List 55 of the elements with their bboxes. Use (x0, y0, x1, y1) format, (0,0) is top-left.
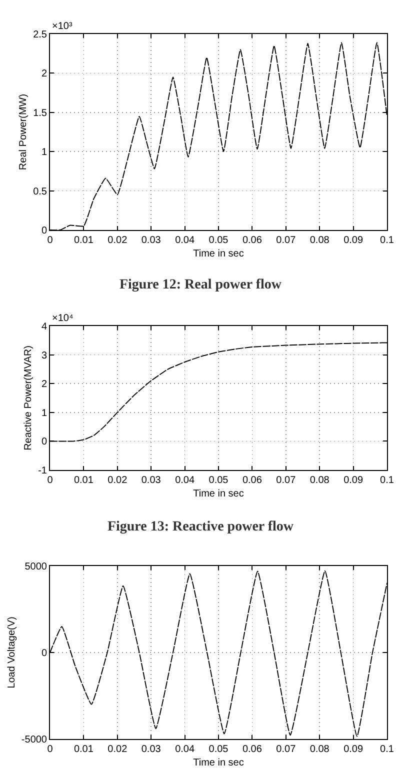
x-axis-title: Time in sec (193, 248, 244, 260)
x-tick-label: 0.08 (310, 744, 330, 755)
x-tick-label: 0.01 (74, 235, 94, 246)
y-tick-label: 0.5 (33, 186, 48, 198)
y-axis-title: Load Voltage(V) (6, 616, 18, 688)
y-tick-label: 2 (41, 68, 48, 80)
y-tick-label: -5000 (21, 734, 48, 746)
x-axis-title: Time in sec (193, 488, 244, 500)
x-tick-label: 0.07 (276, 235, 296, 246)
x-tick-label: 0.04 (175, 744, 195, 755)
x-tick-label: 0.04 (175, 475, 195, 486)
x-tick-label: 0.08 (310, 235, 330, 246)
x-tick-label: 0.05 (208, 475, 229, 486)
x-tick-label: 0.07 (276, 475, 296, 486)
y-tick-label: 2.5 (33, 30, 48, 40)
x-tick-label: 0.03 (141, 475, 162, 486)
x-tick-label: 0.04 (175, 235, 195, 246)
y-tick-label: 4 (41, 322, 48, 332)
y-tick-label: -1 (38, 466, 48, 476)
y-tick-label: 3 (41, 350, 48, 362)
x-tick-label: 0.02 (108, 744, 128, 755)
x-tick-label: 0.08 (310, 475, 330, 486)
x-tick-label: 0.06 (242, 475, 262, 486)
x-tick-label: 0.06 (242, 235, 262, 246)
x-axis-title: Time in sec (193, 758, 244, 768)
y-tick-label: 0 (41, 226, 48, 236)
y-tick-label: 2 (41, 379, 48, 390)
x-tick-label: 0.05 (208, 235, 229, 246)
text: ×10³ (52, 21, 73, 32)
x-tick-label: 0.06 (242, 744, 262, 755)
x-tick-label: 0.1 (380, 235, 394, 246)
text: Figure 12: Real power flow (119, 277, 282, 292)
x-tick-label: 0.02 (108, 235, 128, 246)
x-tick-label: 0.07 (276, 744, 296, 755)
x-tick-label: 0.09 (344, 475, 364, 486)
x-tick-label: 0.09 (344, 744, 364, 755)
text: Figure 13: Reactive power flow (107, 519, 294, 534)
y-tick-label: 0 (41, 648, 48, 659)
x-tick-label: 0.1 (380, 475, 394, 486)
y-tick-label: 0 (41, 436, 48, 448)
x-tick-label: 0.05 (208, 744, 229, 755)
y-tick-label: 5000 (24, 562, 48, 572)
x-tick-label: 0.01 (74, 744, 94, 755)
y-tick-label: 1.5 (33, 108, 48, 119)
y-axis-title: Reactive Power(MVAR) (23, 346, 34, 450)
text: ×10⁴ (52, 313, 74, 324)
y-axis-title: Real Power(MW) (18, 94, 30, 170)
y-tick-label: 1 (41, 408, 48, 419)
x-tick-label: 0.03 (141, 235, 162, 246)
x-tick-label: 0.03 (141, 744, 162, 755)
x-tick-label: 0.02 (108, 475, 128, 486)
x-tick-label: 0.01 (74, 475, 94, 486)
x-tick-label: 0.09 (344, 235, 364, 246)
x-tick-label: 0.1 (380, 744, 394, 755)
y-tick-label: 1 (41, 147, 48, 158)
